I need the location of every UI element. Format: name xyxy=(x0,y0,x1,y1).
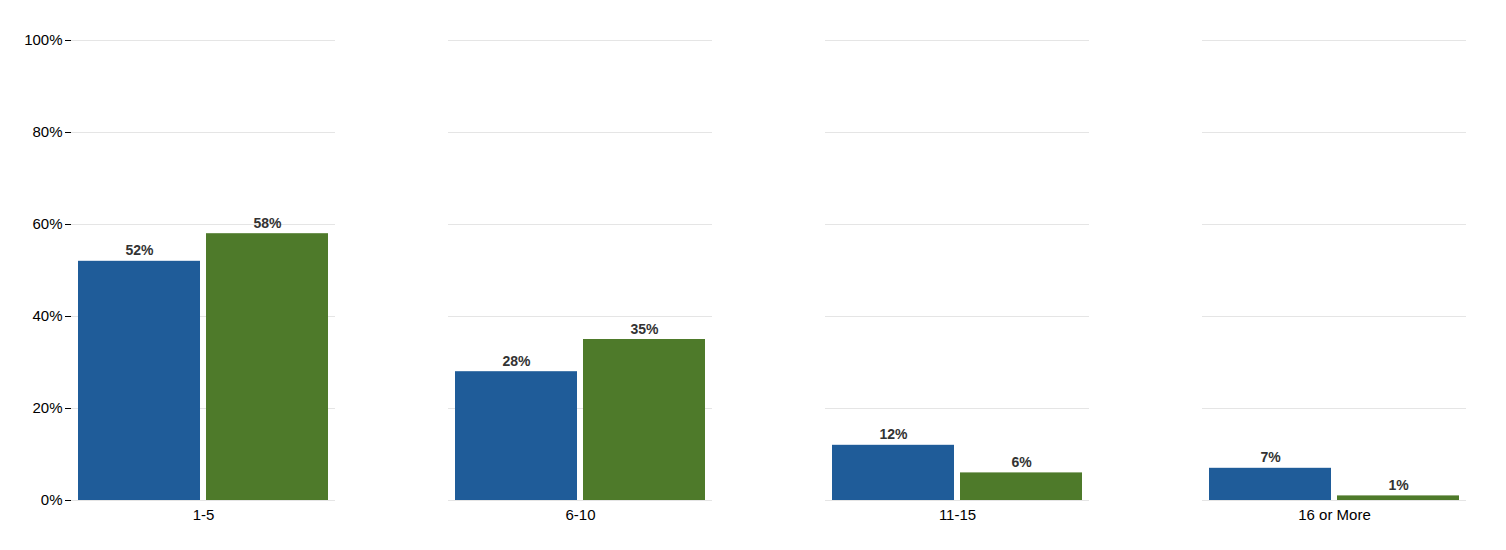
svg-text:0%: 0% xyxy=(41,491,63,508)
svg-text:20%: 20% xyxy=(32,399,62,416)
svg-text:58%: 58% xyxy=(253,215,282,231)
svg-text:6%: 6% xyxy=(1011,454,1032,470)
svg-text:6-10: 6-10 xyxy=(565,506,595,523)
svg-text:80%: 80% xyxy=(32,123,62,140)
svg-text:35%: 35% xyxy=(630,321,659,337)
svg-text:60%: 60% xyxy=(32,215,62,232)
svg-text:100%: 100% xyxy=(24,31,62,48)
svg-text:16 or More: 16 or More xyxy=(1298,506,1371,523)
svg-text:1-5: 1-5 xyxy=(193,506,215,523)
svg-text:11-15: 11-15 xyxy=(939,506,976,523)
svg-text:7%: 7% xyxy=(1260,449,1281,465)
svg-text:52%: 52% xyxy=(125,242,154,258)
svg-text:1%: 1% xyxy=(1388,477,1409,493)
svg-text:12%: 12% xyxy=(879,426,908,442)
svg-text:28%: 28% xyxy=(502,353,531,369)
svg-text:40%: 40% xyxy=(32,307,62,324)
